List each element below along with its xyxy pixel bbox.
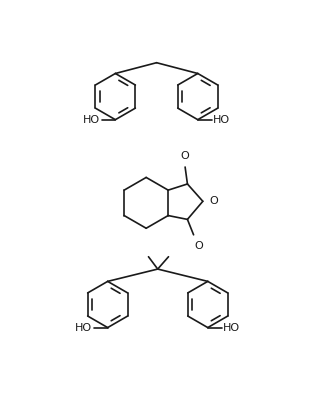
Text: O: O bbox=[209, 196, 218, 206]
Text: O: O bbox=[194, 241, 203, 251]
Text: HO: HO bbox=[83, 115, 100, 125]
Text: HO: HO bbox=[75, 323, 92, 333]
Text: HO: HO bbox=[223, 323, 240, 333]
Text: O: O bbox=[181, 151, 189, 161]
Text: HO: HO bbox=[213, 115, 230, 125]
